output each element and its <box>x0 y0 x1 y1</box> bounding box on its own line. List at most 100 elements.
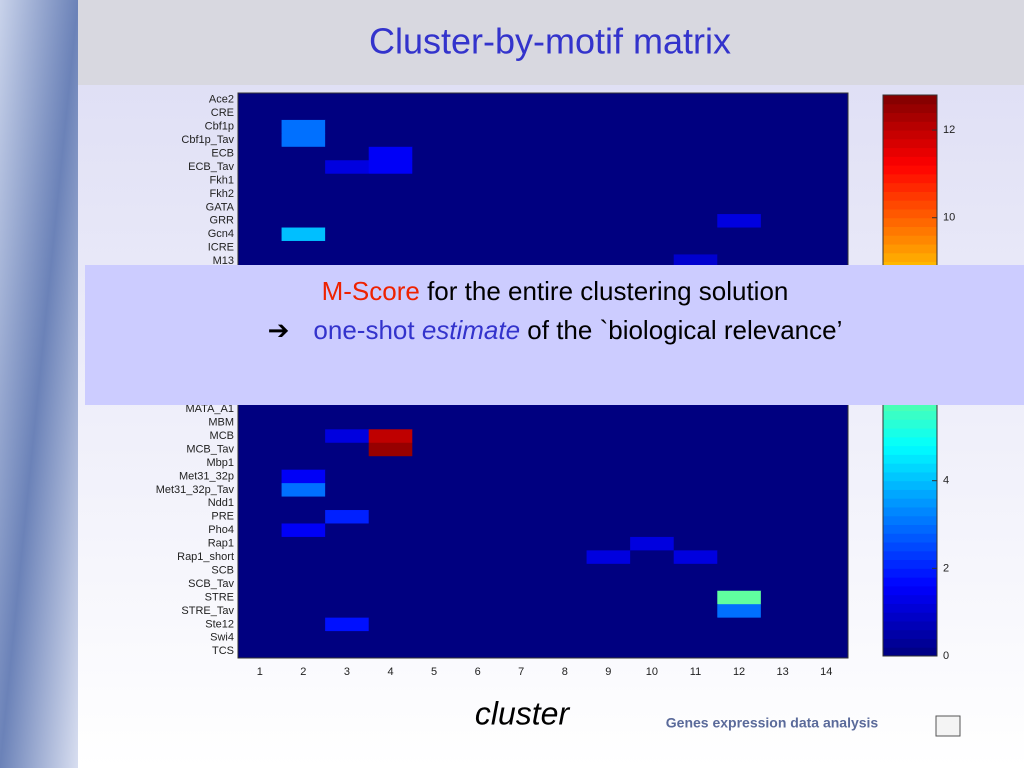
heatmap-cell <box>412 617 457 632</box>
heatmap-cell <box>804 200 849 215</box>
colorbar-step <box>883 629 937 639</box>
heatmap-cell <box>412 536 457 551</box>
heatmap-cell <box>325 187 370 202</box>
heatmap-cell <box>804 536 849 551</box>
colorbar-step <box>883 112 937 122</box>
heatmap-cell <box>586 227 631 242</box>
heatmap-cell <box>412 200 457 215</box>
heatmap-cell <box>325 402 370 417</box>
heatmap-cell <box>325 563 370 578</box>
heatmap-cell <box>760 550 805 565</box>
heatmap-cell <box>368 456 413 471</box>
heatmap-cell <box>455 590 500 605</box>
heatmap-cell <box>630 496 675 511</box>
heatmap-cell <box>325 227 370 242</box>
heatmap-cell <box>673 550 718 565</box>
colorbar-step <box>883 419 937 429</box>
heatmap-cell <box>630 536 675 551</box>
heatmap-cell <box>543 456 588 471</box>
callout-text: M-Score <box>322 276 420 306</box>
heatmap-cell <box>586 442 631 457</box>
heatmap-cell <box>760 415 805 430</box>
row-label: SCB_Tav <box>188 578 234 590</box>
heatmap-cell <box>368 93 413 107</box>
heatmap-cell <box>238 415 283 430</box>
heatmap-cell <box>281 93 326 107</box>
row-label: STRE <box>205 591 234 603</box>
heatmap-cell <box>760 442 805 457</box>
heatmap-cell <box>673 644 718 659</box>
x-tick-label: 13 <box>777 666 789 678</box>
heatmap-cell <box>673 456 718 471</box>
heatmap-cell <box>238 617 283 632</box>
heatmap-cell <box>717 442 762 457</box>
heatmap-cell <box>325 442 370 457</box>
heatmap-cell <box>281 604 326 619</box>
heatmap-cell <box>281 496 326 511</box>
heatmap-cell <box>412 254 457 269</box>
heatmap-cell <box>717 456 762 471</box>
heatmap-cell <box>412 590 457 605</box>
slide-title: Cluster-by-motif matrix <box>369 21 731 62</box>
row-label: MCB_Tav <box>186 443 234 455</box>
heatmap-cell <box>368 173 413 188</box>
heatmap-cell <box>281 442 326 457</box>
heatmap-cell <box>673 402 718 417</box>
row-label: Cbf1p_Tav <box>181 134 234 146</box>
heatmap-cell <box>499 93 544 107</box>
heatmap-cell <box>412 173 457 188</box>
heatmap-cell <box>673 214 718 229</box>
colorbar-step <box>883 620 937 631</box>
heatmap-cell <box>499 160 544 175</box>
heatmap-cell <box>760 644 805 659</box>
heatmap-cell <box>412 469 457 484</box>
heatmap-cell <box>717 617 762 632</box>
heatmap-cell <box>238 214 283 229</box>
heatmap-cell <box>325 429 370 444</box>
heatmap-cell <box>325 496 370 511</box>
heatmap-cell <box>673 510 718 524</box>
heatmap-cell <box>673 119 718 134</box>
heatmap-cell <box>238 563 283 578</box>
heatmap-cell <box>804 173 849 188</box>
heatmap-cell <box>586 187 631 202</box>
row-label: Mbp1 <box>206 457 234 469</box>
heatmap-cell <box>673 160 718 175</box>
heatmap-cell <box>325 214 370 229</box>
row-label: Ndd1 <box>208 497 234 509</box>
heatmap-cell <box>717 631 762 646</box>
heatmap-cell <box>630 119 675 134</box>
heatmap-cell <box>586 456 631 471</box>
callout-text: for the entire clustering solution <box>420 276 789 306</box>
heatmap-cell <box>630 550 675 565</box>
heatmap-cell <box>455 173 500 188</box>
heatmap-cell <box>586 146 631 161</box>
heatmap-cell <box>499 119 544 134</box>
heatmap-cell <box>804 456 849 471</box>
heatmap-cell <box>804 133 849 148</box>
heatmap-cell <box>760 429 805 444</box>
heatmap-cell <box>673 200 718 215</box>
heatmap-cell <box>760 483 805 498</box>
heatmap-cell <box>630 617 675 632</box>
heatmap-cell <box>586 523 631 538</box>
row-label: Gcn4 <box>208 228 234 240</box>
heatmap-cell <box>673 631 718 646</box>
heatmap-cell <box>325 577 370 592</box>
heatmap-cell <box>325 617 370 632</box>
heatmap-cell <box>325 631 370 646</box>
colorbar-tick-label: 12 <box>943 124 955 136</box>
colorbar-step <box>883 191 937 201</box>
row-label: Pho4 <box>208 524 234 536</box>
heatmap-cell <box>673 563 718 578</box>
heatmap-cell <box>412 415 457 430</box>
heatmap-cell <box>412 402 457 417</box>
row-label: Rap1_short <box>177 551 234 563</box>
heatmap-cell <box>412 644 457 659</box>
row-label: CRE <box>211 107 234 119</box>
heatmap-cell <box>543 160 588 175</box>
heatmap-cell <box>412 93 457 107</box>
heatmap-cell <box>543 173 588 188</box>
heatmap-cell <box>455 536 500 551</box>
colorbar-tick-label: 4 <box>943 475 949 487</box>
